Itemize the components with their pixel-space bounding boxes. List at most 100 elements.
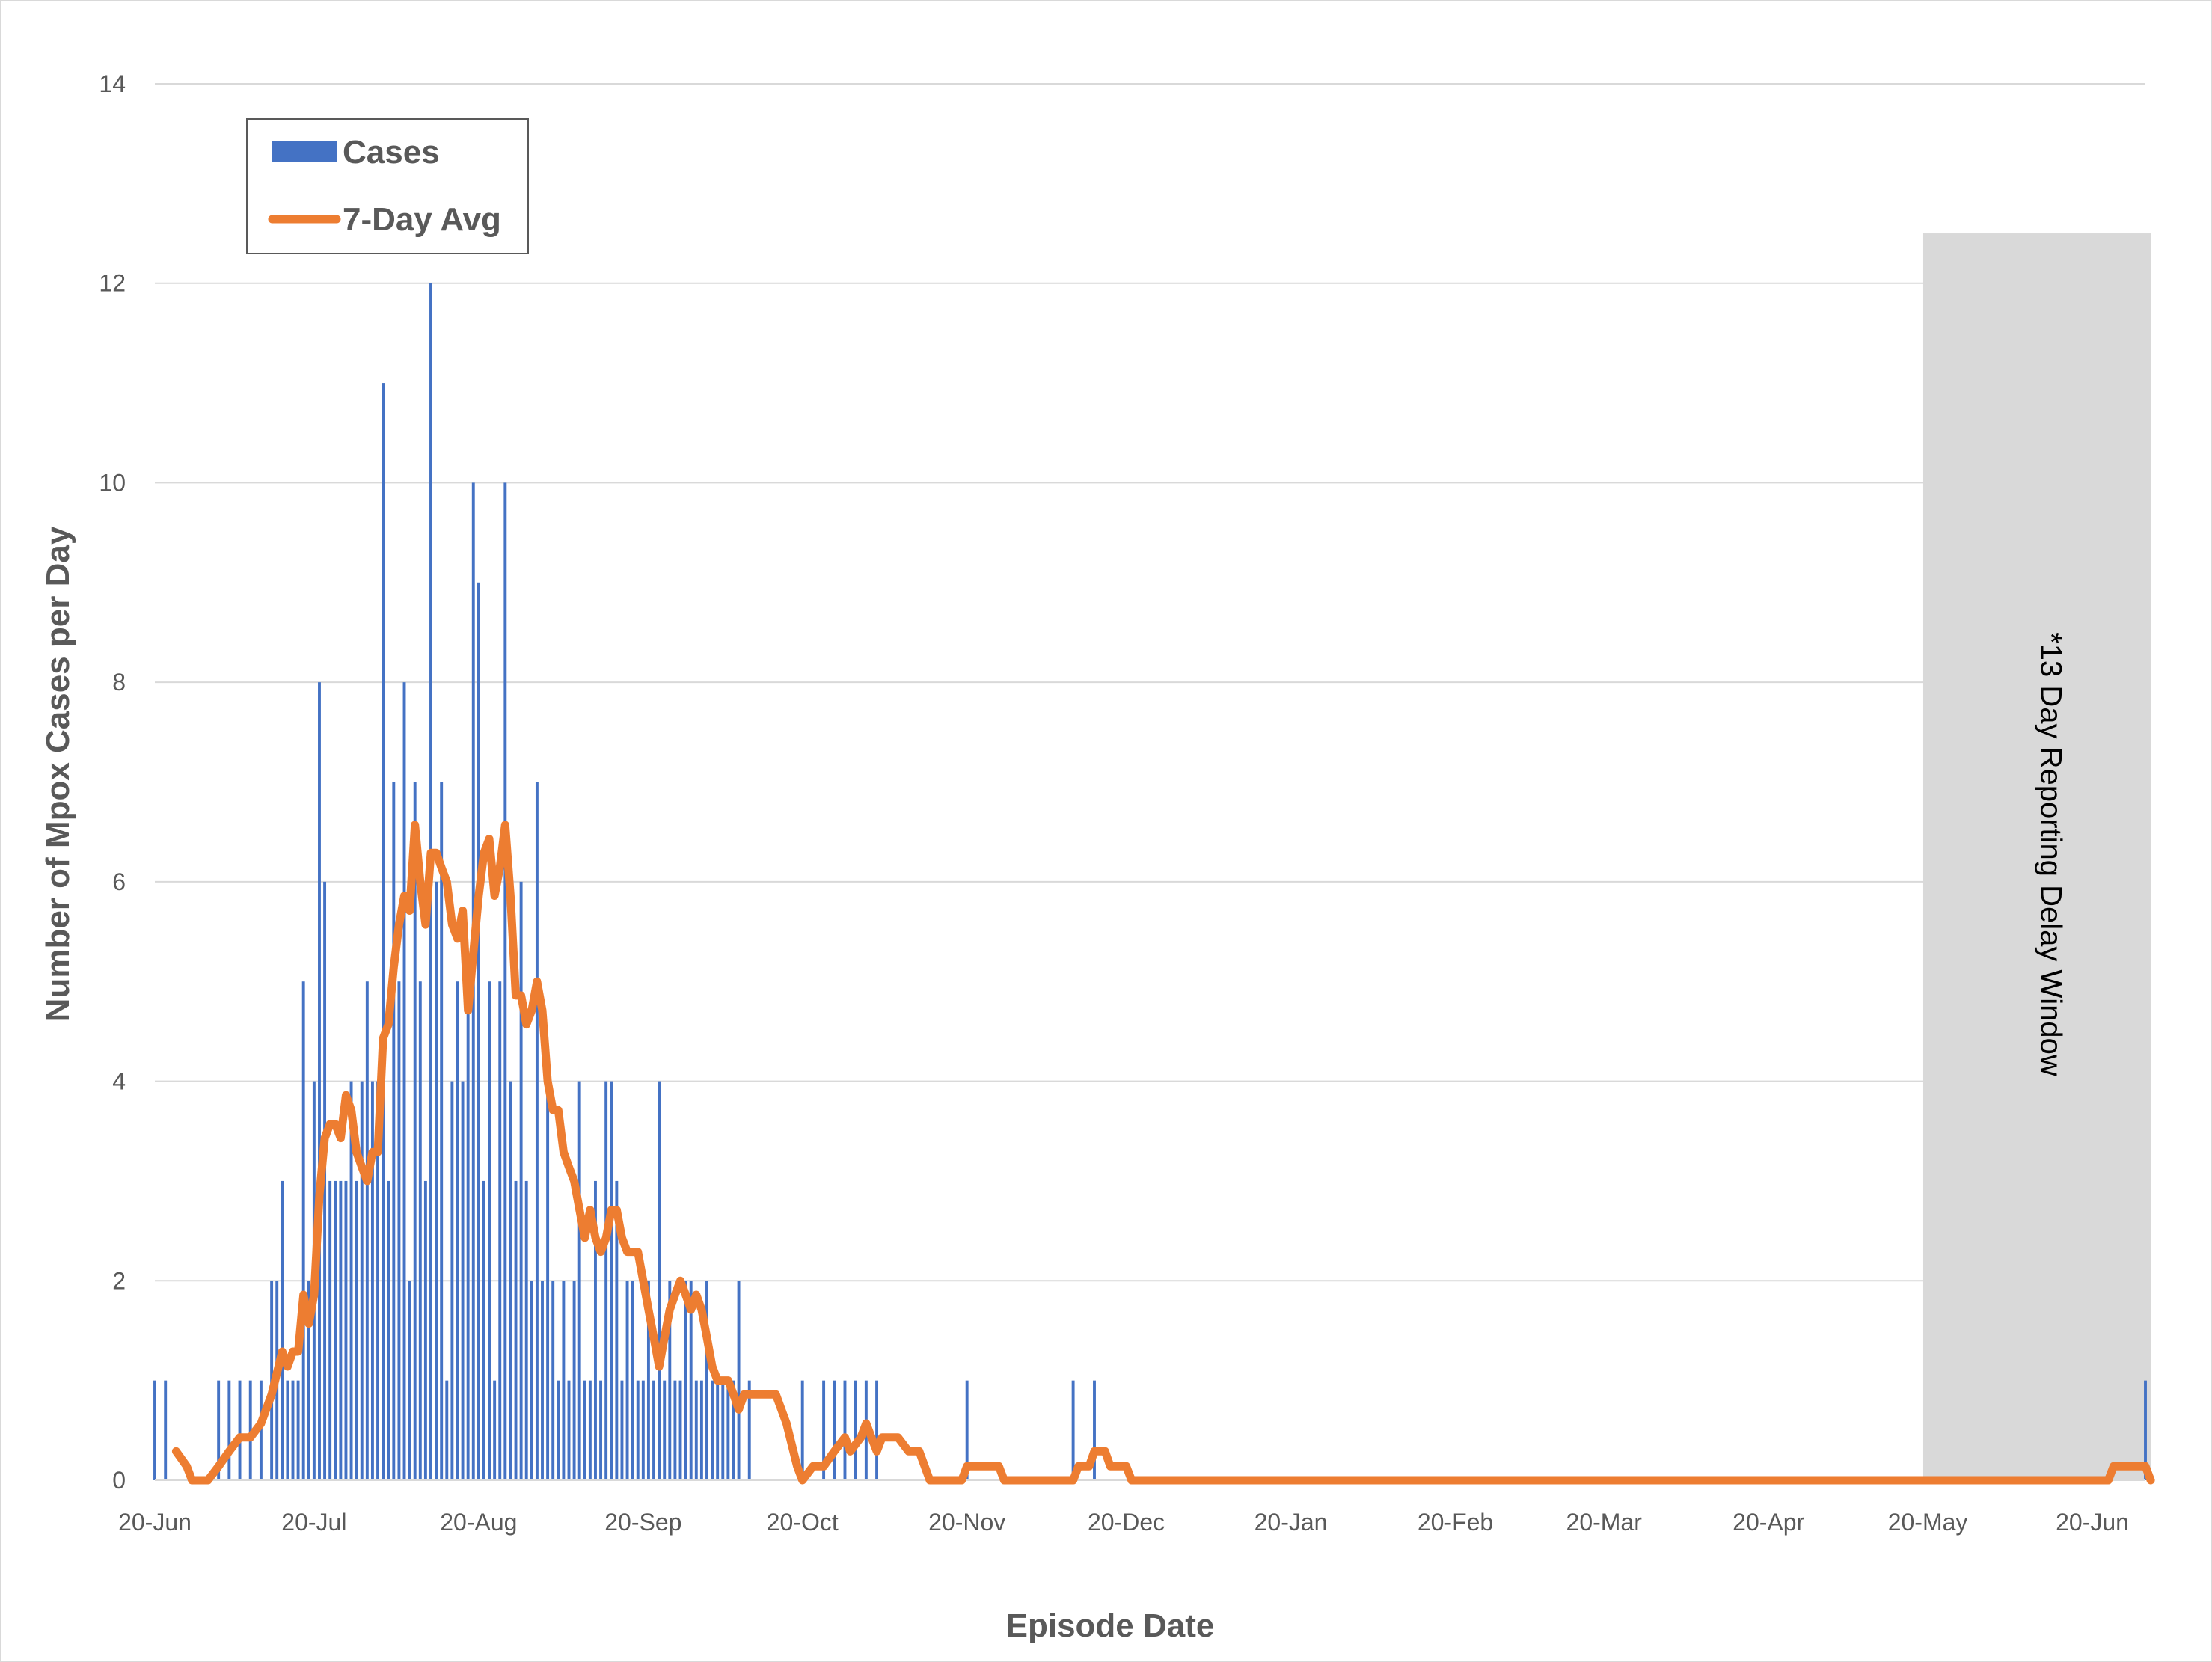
cases-bar — [360, 1081, 364, 1480]
cases-bar — [281, 1180, 284, 1480]
cases-bar — [397, 981, 401, 1480]
cases-bar — [705, 1281, 708, 1480]
x-tick-label: 20-Mar — [1566, 1509, 1643, 1536]
legend-avg-label: 7-Day Avg — [343, 201, 501, 238]
cases-bar — [349, 1081, 353, 1480]
cases-bar — [488, 981, 491, 1480]
cases-bar — [334, 1180, 337, 1480]
cases-bar — [466, 981, 470, 1480]
cases-bar — [673, 1380, 677, 1480]
y-tick-label: 4 — [112, 1068, 126, 1095]
cases-bar — [286, 1380, 289, 1480]
cases-bar — [445, 1380, 449, 1480]
y-tick-label: 0 — [112, 1467, 126, 1494]
x-axis-title: Episode Date — [1006, 1607, 1215, 1644]
cases-bar — [2144, 1380, 2147, 1480]
cases-bar — [535, 782, 539, 1480]
cases-bar — [737, 1281, 741, 1480]
cases-bar — [238, 1380, 242, 1480]
cases-bar — [551, 1281, 555, 1480]
y-tick-label: 8 — [112, 669, 126, 696]
y-tick-label: 10 — [99, 469, 126, 496]
x-tick-label: 20-Oct — [767, 1509, 839, 1536]
cases-bar — [498, 981, 502, 1480]
cases-bar — [440, 782, 444, 1480]
cases-bar — [318, 682, 321, 1481]
cases-bar — [477, 582, 480, 1481]
cases-bar — [408, 1281, 411, 1480]
cases-bar — [546, 1081, 550, 1480]
cases-bar — [153, 1380, 156, 1480]
cases-bar — [418, 981, 422, 1480]
cases-bar — [370, 1081, 374, 1480]
cases-bar — [594, 1180, 597, 1480]
cases-bar — [557, 1380, 560, 1480]
gridlines — [155, 83, 2145, 1282]
cases-bar — [541, 1281, 544, 1480]
reporting-delay-band: *13 Day Reporting Delay Window — [1922, 233, 2151, 1481]
cases-bar — [965, 1380, 969, 1480]
cases-bar — [800, 1380, 804, 1480]
cases-bar — [382, 383, 385, 1480]
cases-bar — [583, 1380, 586, 1480]
cases-bar — [402, 682, 406, 1481]
y-tick-label: 2 — [112, 1267, 126, 1294]
cases-bar — [732, 1380, 735, 1480]
x-tick-label: 20-Jul — [281, 1509, 346, 1536]
cases-bar — [689, 1281, 693, 1480]
cases-bar — [423, 1180, 427, 1480]
cases-bar — [450, 1081, 454, 1480]
cases-bar — [699, 1380, 703, 1480]
cases-bar — [435, 881, 438, 1480]
cases-bar — [307, 1281, 310, 1480]
x-tick-label: 20-Apr — [1732, 1509, 1804, 1536]
reporting-delay-label: *13 Day Reporting Delay Window — [2035, 632, 2068, 1076]
x-axis-tick-labels: 20-Jun 20-Jul 20-Aug 20-Sep 20-Oct 20-Nov 20-D… — [118, 1509, 2129, 1536]
x-tick-label: 20-Jun — [118, 1509, 192, 1536]
cases-bar — [227, 1380, 231, 1480]
cases-bar — [604, 1081, 608, 1480]
x-tick-label: 20-May — [1888, 1509, 1968, 1536]
cases-bar — [833, 1380, 836, 1480]
cases-bar — [663, 1380, 667, 1480]
cases-bar — [854, 1380, 857, 1480]
cases-bar — [217, 1380, 221, 1480]
x-tick-label: 20-Jan — [1254, 1509, 1328, 1536]
cases-bar — [721, 1380, 725, 1480]
x-tick-label: 20-Sep — [604, 1509, 681, 1536]
cases-bar — [376, 1081, 379, 1480]
y-tick-label: 14 — [99, 70, 126, 97]
cases-bar — [509, 1081, 512, 1480]
cases-bar — [461, 1081, 465, 1480]
cases-bar — [493, 1380, 497, 1480]
legend-cases-swatch — [272, 141, 337, 162]
cases-bar — [1093, 1380, 1096, 1480]
cases-bar — [875, 1380, 879, 1480]
seven-day-avg-series — [171, 821, 2155, 1485]
cases-bar — [694, 1380, 698, 1480]
cases-bar — [164, 1380, 168, 1480]
cases-bar — [482, 1180, 485, 1480]
cases-bar — [588, 1380, 592, 1480]
cases-bar — [365, 981, 369, 1480]
cases-bar — [328, 1180, 332, 1480]
cases-bar — [355, 1180, 358, 1480]
cases-bar — [503, 482, 507, 1480]
x-tick-label: 20-Nov — [928, 1509, 1005, 1536]
cases-bar — [658, 1081, 661, 1480]
cases-bar — [684, 1281, 687, 1480]
cases-bar — [641, 1380, 645, 1480]
cases-bar — [524, 1180, 528, 1480]
cases-bar — [530, 1281, 533, 1480]
cases-bar — [636, 1380, 640, 1480]
cases-bar — [631, 1281, 634, 1480]
cases-bar — [344, 1180, 348, 1480]
legend: Cases 7-Day Avg — [246, 118, 529, 254]
cases-bar — [716, 1380, 720, 1480]
cases-bar — [339, 1180, 343, 1480]
cases-bar — [822, 1380, 826, 1480]
cases-bar — [387, 1180, 390, 1480]
cases-bar — [259, 1380, 263, 1480]
cases-bar — [726, 1380, 730, 1480]
